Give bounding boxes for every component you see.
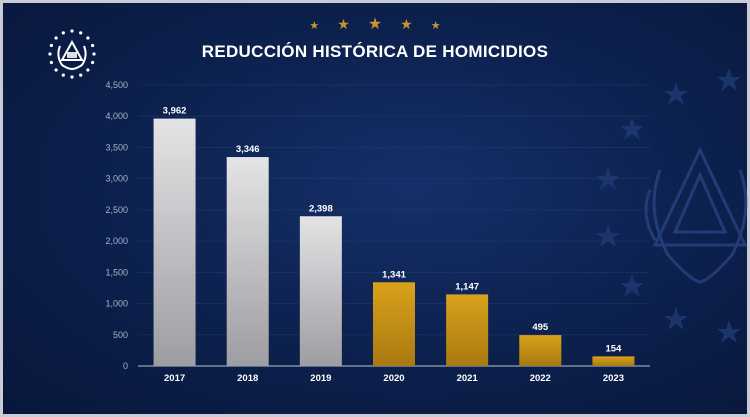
x-tick-label: 2019	[310, 373, 331, 384]
bar	[373, 282, 415, 366]
star-icon	[664, 307, 688, 330]
star-icon: ★	[367, 16, 383, 33]
y-tick-label: 500	[113, 330, 128, 340]
data-label: 495	[532, 322, 549, 333]
y-tick-label: 4,000	[105, 111, 128, 121]
x-tick-label: 2022	[530, 373, 551, 384]
star-icon	[717, 320, 741, 343]
star-icon	[664, 82, 688, 105]
star-icon	[620, 274, 644, 297]
y-tick-label: 3,500	[105, 142, 128, 152]
bar	[226, 157, 269, 366]
y-tick-label: 3,000	[105, 174, 128, 184]
x-tick-label: 2018	[237, 373, 258, 384]
star-icon: ★	[337, 16, 350, 32]
data-label: 3,962	[163, 106, 187, 117]
x-tick-label: 2017	[164, 373, 185, 384]
coat-of-arms-watermark-icon	[644, 146, 748, 284]
y-tick-label: 0	[123, 361, 128, 371]
x-tick-label: 2023	[603, 373, 624, 384]
data-label: 1,147	[455, 281, 479, 292]
chart-title: REDUCCIÓN HISTÓRICA DE HOMICIDIOS	[201, 42, 549, 61]
y-tick-label: 1,000	[105, 299, 128, 309]
bar	[446, 294, 489, 366]
data-label: 3,346	[236, 144, 260, 155]
y-tick-label: 4,500	[105, 80, 128, 90]
x-tick-label: 2020	[383, 373, 404, 384]
bar	[519, 335, 562, 366]
bar	[153, 118, 196, 366]
data-label: 2,398	[309, 203, 333, 214]
star-icon: ★	[430, 20, 441, 32]
data-label: 1,341	[382, 269, 406, 280]
header-stars: ★ ★ ★ ★ ★	[0, 14, 750, 36]
star-icon	[717, 68, 741, 91]
data-label: 154	[605, 343, 622, 354]
y-tick-label: 1,500	[105, 267, 128, 277]
star-icon	[620, 117, 644, 140]
bar	[592, 356, 635, 366]
el-salvador-coat-of-arms-icon	[48, 29, 96, 79]
y-tick-label: 2,000	[105, 236, 128, 246]
bar	[299, 216, 342, 366]
star-icon: ★	[400, 16, 413, 32]
x-tick-label: 2021	[457, 373, 479, 384]
star-icon: ★	[309, 20, 320, 32]
y-tick-label: 2,500	[105, 205, 128, 215]
